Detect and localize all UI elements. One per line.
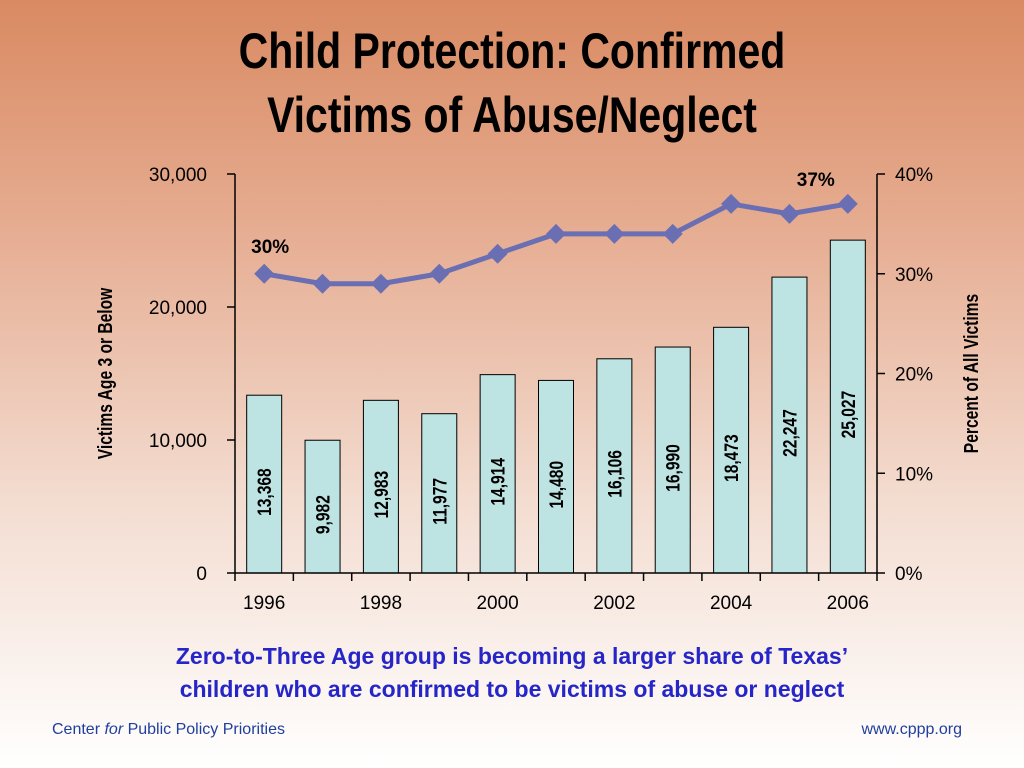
percent-marker bbox=[429, 263, 450, 284]
bar-value-label: 14,480 bbox=[546, 461, 568, 509]
bar-value-label: 22,247 bbox=[779, 409, 801, 457]
percent-marker bbox=[721, 193, 742, 214]
left-tick-label: 30,000 bbox=[149, 165, 207, 186]
bar bbox=[829, 239, 866, 574]
percent-marker bbox=[254, 263, 275, 284]
percent-marker bbox=[546, 223, 566, 244]
bar bbox=[362, 399, 399, 574]
right-tick-label: 30% bbox=[895, 265, 933, 286]
x-tick-label: 1998 bbox=[360, 593, 402, 614]
percent-marker bbox=[837, 193, 858, 214]
footer-org-part-2: Public Policy Priorities bbox=[123, 721, 285, 738]
left-tick-label: 10,000 bbox=[149, 431, 207, 452]
bar-value-label: 25,027 bbox=[837, 391, 859, 439]
annotation-end: 37% bbox=[797, 170, 835, 191]
bar bbox=[771, 276, 808, 574]
left-tick-label: 0 bbox=[196, 564, 207, 585]
footer-url[interactable]: www.cppp.org bbox=[861, 721, 963, 738]
right-tick-label: 20% bbox=[895, 365, 933, 386]
bar-value-label: 18,473 bbox=[721, 434, 743, 482]
annotation-start: 30% bbox=[251, 237, 289, 258]
right-tick-label: 40% bbox=[895, 165, 933, 186]
percent-marker bbox=[487, 243, 508, 264]
x-tick-label: 2006 bbox=[827, 593, 869, 614]
bar bbox=[654, 346, 691, 574]
footer-org-italic: for bbox=[104, 721, 124, 738]
bar-value-label: 12,983 bbox=[370, 471, 392, 519]
bar bbox=[421, 413, 458, 574]
bar bbox=[304, 439, 341, 574]
chart-title-line-1: Child Protection: Confirmed bbox=[238, 23, 786, 79]
right-tick-label: 0% bbox=[895, 564, 923, 585]
bar bbox=[479, 374, 516, 574]
percent-marker bbox=[779, 203, 800, 224]
bar-value-label: 14,914 bbox=[487, 458, 509, 506]
chart-title-line-2: Victims of Abuse/Neglect bbox=[267, 87, 757, 143]
right-tick-label: 10% bbox=[895, 464, 933, 485]
footer-organization: Center for Public Policy Priorities bbox=[52, 721, 285, 739]
right-axis-title: Percent of All Victims bbox=[960, 294, 982, 453]
x-tick-label: 2000 bbox=[476, 593, 518, 614]
bar-value-label: 16,990 bbox=[662, 444, 684, 492]
bar bbox=[538, 379, 574, 574]
bar-value-label: 16,106 bbox=[604, 450, 626, 498]
subtitle-line-1: Zero-to-Three Age group is becoming a la… bbox=[175, 643, 849, 669]
percent-marker bbox=[312, 273, 333, 294]
bar-value-label: 13,368 bbox=[254, 468, 276, 516]
x-tick-label: 1996 bbox=[243, 593, 285, 614]
subtitle-line-2: children who are confirmed to be victims… bbox=[179, 676, 845, 702]
percent-marker bbox=[604, 223, 625, 244]
chart: 13,368 9,982 12,983 11,977 14,914 14,480 16,10… bbox=[94, 165, 982, 614]
left-axis-title: Victims Age 3 or Below bbox=[94, 288, 116, 460]
footer-org-part-1: Center bbox=[52, 721, 105, 738]
x-tick-label: 2004 bbox=[710, 593, 753, 614]
bar bbox=[596, 358, 633, 574]
percent-marker bbox=[370, 273, 391, 294]
bar-value-label: 11,977 bbox=[429, 478, 451, 525]
left-tick-label: 20,000 bbox=[149, 298, 207, 319]
percent-marker bbox=[662, 223, 683, 244]
bar-value-label: 9,982 bbox=[312, 495, 334, 534]
x-tick-label: 2002 bbox=[593, 593, 635, 614]
